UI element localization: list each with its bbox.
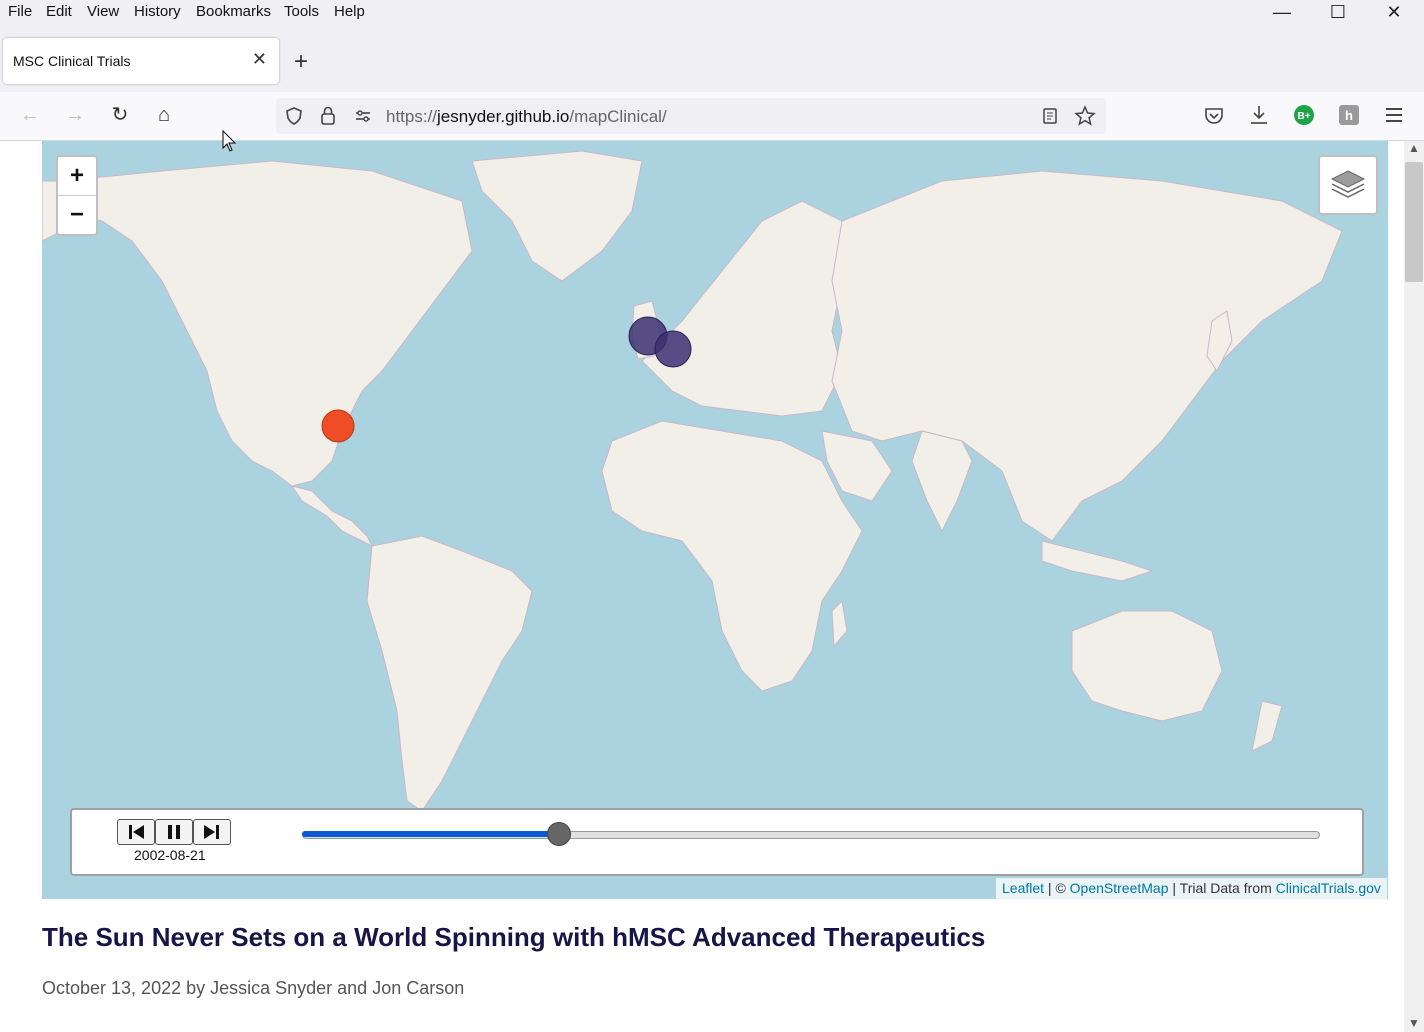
zoom-in-button[interactable]: + <box>69 162 84 189</box>
asia-land <box>831 170 1343 542</box>
forward-icon[interactable]: → <box>65 104 85 126</box>
europe-land <box>641 200 843 417</box>
hamburger-menu-icon[interactable] <box>1383 104 1405 126</box>
tab-strip: MSC Clinical Trials ✕ + <box>0 26 1424 92</box>
pause-button[interactable] <box>155 819 193 845</box>
svg-text:h: h <box>1345 108 1353 123</box>
permissions-icon[interactable] <box>353 106 373 126</box>
menu-view[interactable]: View <box>87 3 120 20</box>
close-tab-icon[interactable]: ✕ <box>251 49 267 69</box>
us-marker[interactable] <box>321 409 355 443</box>
menu-file[interactable]: File <box>8 3 33 20</box>
attribution-sep-1: | © <box>1044 880 1070 896</box>
north-america-land <box>61 160 473 487</box>
scroll-down-icon[interactable]: ▼ <box>1408 1016 1420 1030</box>
india-land <box>911 430 973 533</box>
indonesia-land <box>1041 540 1154 582</box>
pause-icon <box>168 825 180 839</box>
skip-back-button[interactable] <box>117 819 155 845</box>
svg-text:B+: B+ <box>1297 111 1310 122</box>
downloads-icon[interactable] <box>1248 104 1270 126</box>
uk-marker-2[interactable] <box>654 330 692 368</box>
layers-control[interactable] <box>1318 155 1378 215</box>
navigation-bar: ← → ↻ ⌂ https://jesnyder.github.io/mapCl… <box>0 92 1424 141</box>
map-tiles <box>42 150 1343 812</box>
page-scrollbar[interactable]: ▲ ▼ <box>1404 141 1424 1032</box>
bookmark-star-icon[interactable] <box>1074 105 1096 127</box>
zoom-control: + − <box>56 155 98 236</box>
reader-view-icon[interactable] <box>1040 106 1060 126</box>
clinicaltrials-link[interactable]: ClinicalTrials.gov <box>1275 880 1381 896</box>
minimize-icon[interactable]: — <box>1273 2 1291 22</box>
lock-icon[interactable] <box>318 105 338 127</box>
menu-bar: File Edit View History Bookmarks Tools H… <box>0 0 1424 26</box>
greenland-land <box>471 150 643 282</box>
extension-gray-icon[interactable]: h <box>1338 104 1360 126</box>
timeline-date: 2002-08-21 <box>134 847 206 863</box>
menu-edit[interactable]: Edit <box>46 3 72 20</box>
madagascar-land <box>831 599 848 648</box>
home-icon[interactable]: ⌂ <box>157 104 171 126</box>
africa-land <box>601 420 863 692</box>
address-bar[interactable]: https://jesnyder.github.io/mapClinical/ <box>276 98 1106 134</box>
menu-help[interactable]: Help <box>334 3 365 20</box>
timeline-slider-handle[interactable] <box>547 822 572 846</box>
zoom-out-button[interactable]: − <box>69 201 84 228</box>
article-byline: October 13, 2022 by Jessica Snyder and J… <box>42 978 465 998</box>
leaflet-link[interactable]: Leaflet <box>1002 880 1045 896</box>
marker-layer <box>321 316 692 443</box>
timeline-control: 2002-08-21 <box>70 808 1364 876</box>
map-attribution: Leaflet | © OpenStreetMap | Trial Data f… <box>996 878 1387 899</box>
zoom-divider <box>58 195 96 196</box>
layers-icon <box>1330 170 1366 198</box>
new-zealand-land <box>1251 700 1283 752</box>
japan-land <box>1206 310 1233 372</box>
new-tab-icon[interactable]: + <box>294 48 309 75</box>
mouse-cursor-icon <box>222 130 237 152</box>
menu-bookmarks[interactable]: Bookmarks <box>196 3 272 20</box>
scroll-up-icon[interactable]: ▲ <box>1408 141 1420 155</box>
attribution-sep-2: | Trial Data from <box>1168 880 1276 896</box>
menu-tools[interactable]: Tools <box>284 3 320 20</box>
arabia-land <box>821 430 893 502</box>
tab-msc-clinical-trials[interactable]: MSC Clinical Trials ✕ <box>3 38 279 84</box>
skip-forward-icon <box>204 825 219 839</box>
close-window-icon[interactable]: ✕ <box>1386 2 1402 22</box>
shield-icon[interactable] <box>284 106 304 126</box>
skip-forward-button[interactable] <box>193 819 231 845</box>
south-america-land <box>366 535 533 812</box>
australia-land <box>1071 610 1223 722</box>
article-title: The Sun Never Sets on a World Spinning w… <box>42 922 986 952</box>
tab-title: MSC Clinical Trials <box>13 53 131 69</box>
timeline-progress <box>302 831 559 837</box>
openstreetmap-link[interactable]: OpenStreetMap <box>1069 880 1169 896</box>
reload-icon[interactable]: ↻ <box>111 104 129 126</box>
back-icon[interactable]: ← <box>20 104 40 126</box>
world-map[interactable] <box>42 141 1388 899</box>
skip-back-icon <box>129 825 144 839</box>
pocket-icon[interactable] <box>1203 105 1225 127</box>
extension-green-icon[interactable]: B+ <box>1293 104 1315 126</box>
url-text: https://jesnyder.github.io/mapClinical/ <box>386 107 667 126</box>
menu-history[interactable]: History <box>134 3 181 20</box>
maximize-icon[interactable]: ☐ <box>1329 2 1347 22</box>
scrollbar-thumb[interactable] <box>1405 162 1423 282</box>
